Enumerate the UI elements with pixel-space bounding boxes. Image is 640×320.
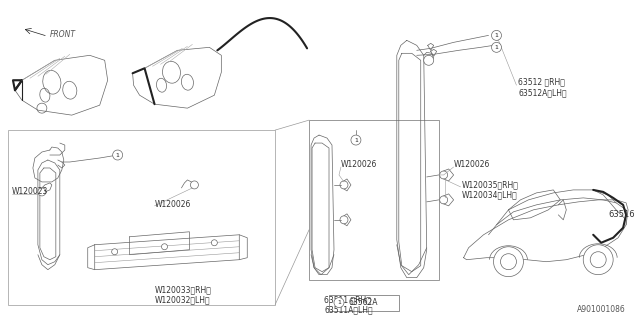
Text: 63511 〈RH〉: 63511 〈RH〉 bbox=[324, 295, 371, 304]
Circle shape bbox=[440, 171, 447, 179]
Circle shape bbox=[493, 247, 524, 277]
Text: W120026: W120026 bbox=[341, 161, 378, 170]
Text: 1: 1 bbox=[495, 33, 499, 38]
Circle shape bbox=[340, 216, 348, 224]
Circle shape bbox=[334, 298, 344, 308]
Circle shape bbox=[161, 244, 168, 250]
Text: W120026: W120026 bbox=[454, 161, 490, 170]
Text: W120032〈LH〉: W120032〈LH〉 bbox=[154, 295, 210, 304]
Text: 63512A〈LH〉: 63512A〈LH〉 bbox=[518, 89, 567, 98]
Text: 63562A: 63562A bbox=[349, 298, 378, 307]
Circle shape bbox=[211, 240, 218, 246]
Circle shape bbox=[492, 42, 502, 52]
Text: W120023: W120023 bbox=[12, 188, 49, 196]
Circle shape bbox=[424, 55, 434, 65]
Bar bbox=[309, 120, 438, 280]
Text: W120033〈RH〉: W120033〈RH〉 bbox=[154, 285, 211, 294]
Text: FRONT: FRONT bbox=[50, 30, 76, 39]
Circle shape bbox=[111, 249, 118, 255]
Circle shape bbox=[113, 150, 123, 160]
Circle shape bbox=[590, 252, 606, 268]
Text: A901001086: A901001086 bbox=[577, 305, 626, 314]
Circle shape bbox=[351, 135, 361, 145]
Circle shape bbox=[492, 30, 502, 40]
Text: 63516: 63516 bbox=[608, 210, 635, 219]
Circle shape bbox=[583, 245, 613, 275]
Circle shape bbox=[38, 188, 46, 196]
Circle shape bbox=[191, 181, 198, 189]
Text: W120035〈RH〉: W120035〈RH〉 bbox=[461, 180, 518, 189]
Text: 1: 1 bbox=[337, 300, 341, 305]
Text: 1: 1 bbox=[354, 138, 358, 143]
Bar bbox=[329, 295, 399, 310]
Circle shape bbox=[500, 254, 516, 270]
Circle shape bbox=[440, 196, 447, 204]
Text: W120034〈LH〉: W120034〈LH〉 bbox=[461, 190, 517, 199]
Bar bbox=[8, 130, 275, 305]
Text: W120026: W120026 bbox=[154, 200, 191, 209]
Text: 1: 1 bbox=[116, 153, 120, 157]
Text: 63511A〈LH〉: 63511A〈LH〉 bbox=[324, 305, 372, 314]
Text: 1: 1 bbox=[495, 45, 499, 50]
Text: 63512 〈RH〉: 63512 〈RH〉 bbox=[518, 78, 565, 87]
Circle shape bbox=[340, 181, 348, 189]
